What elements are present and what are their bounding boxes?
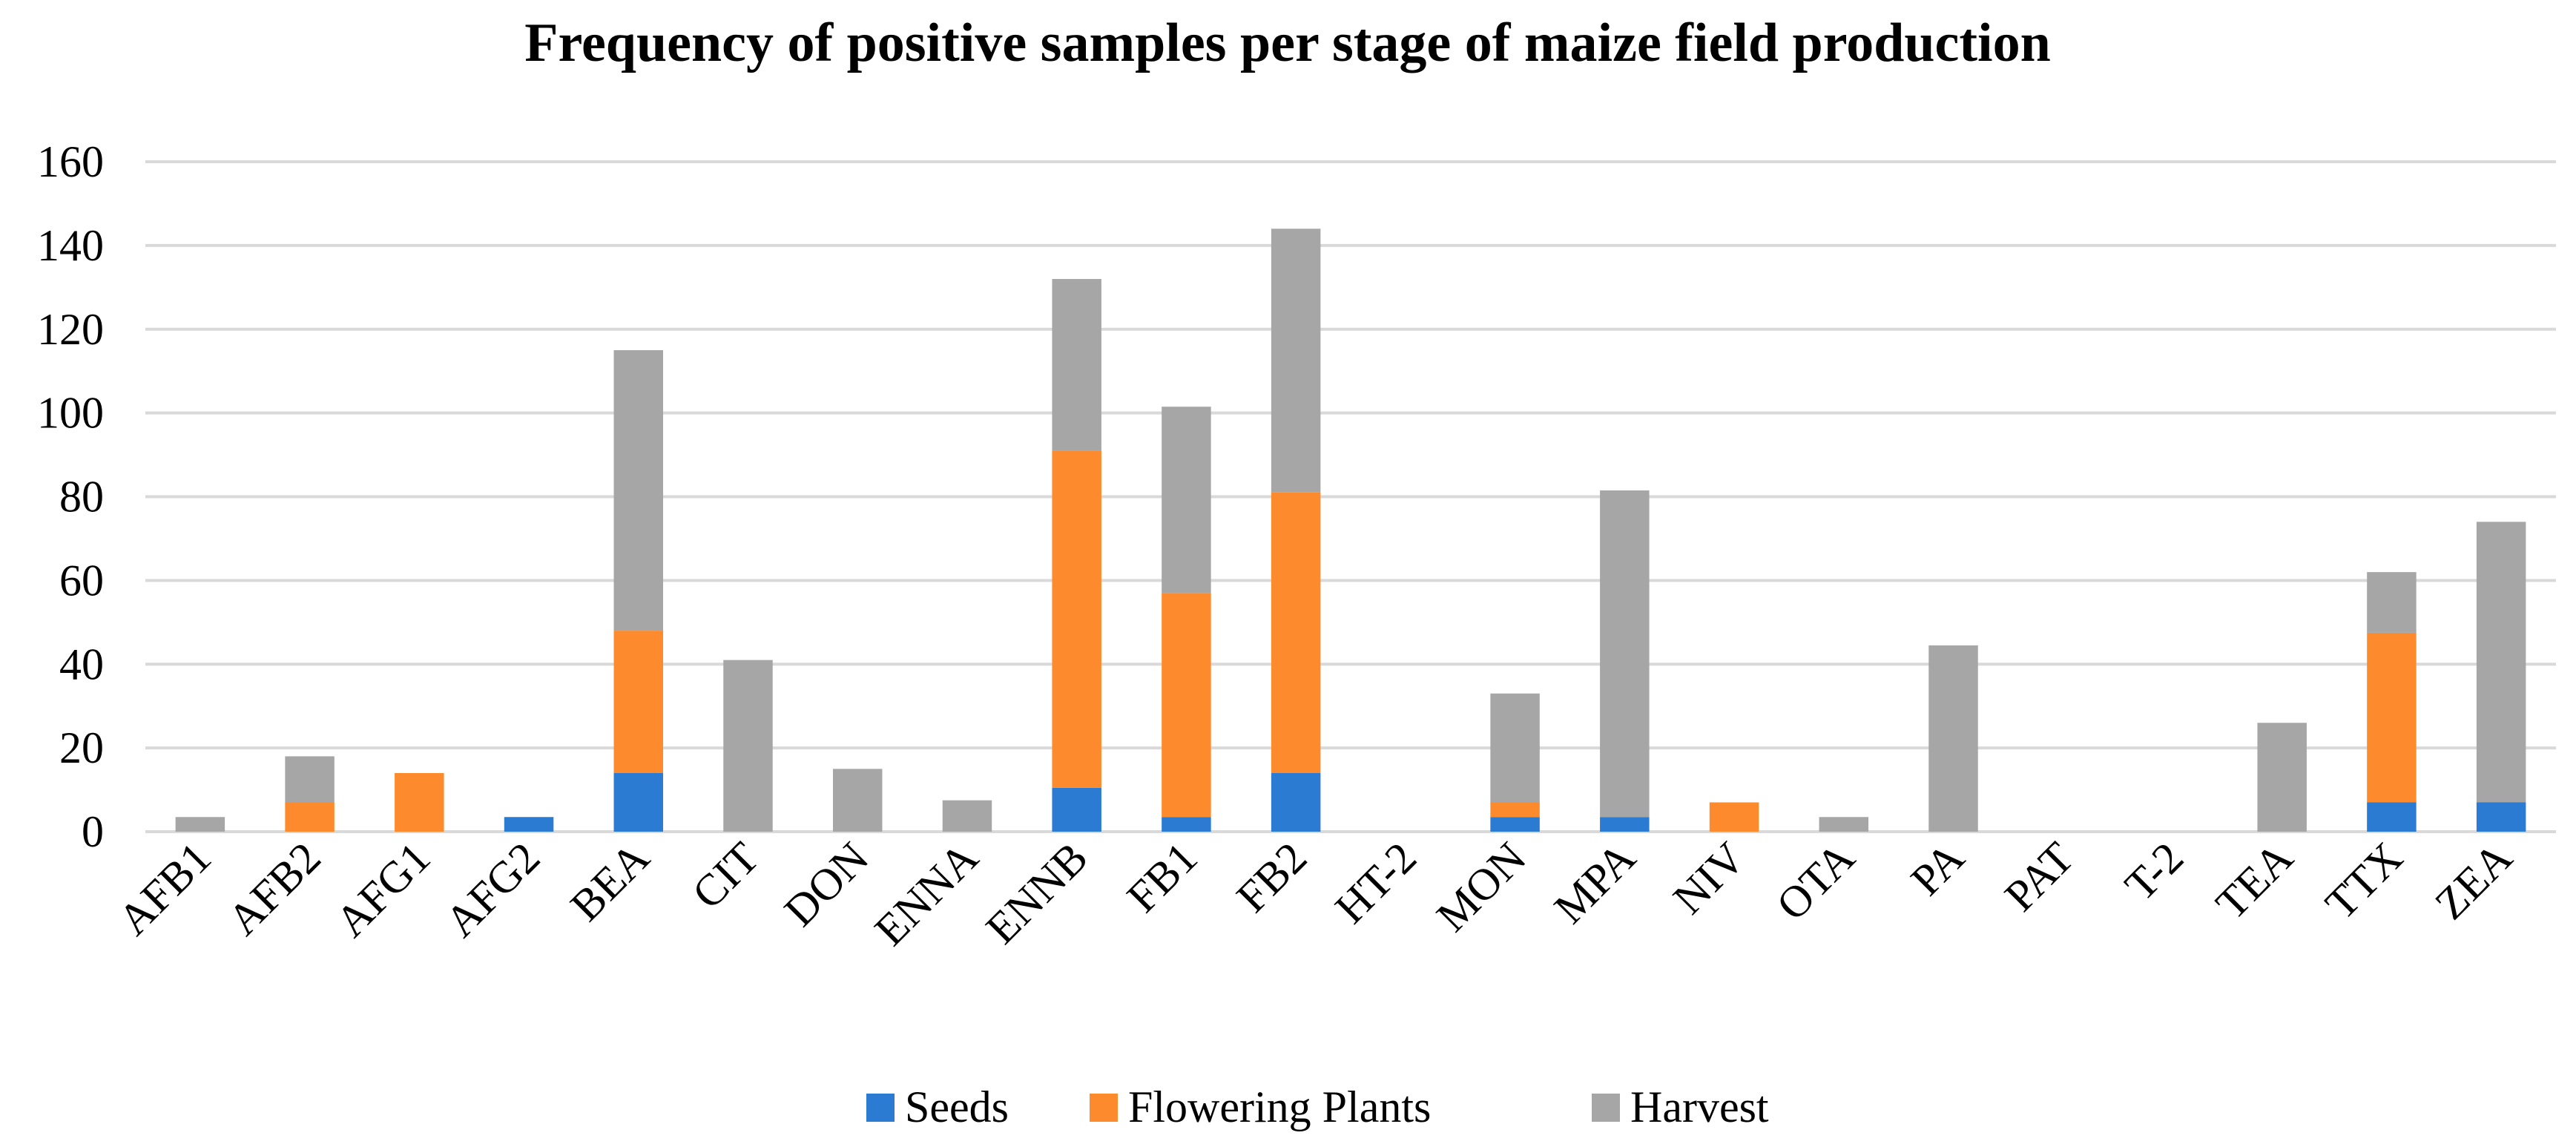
bar-fb1-harvest — [1162, 407, 1211, 594]
legend-swatch-seeds — [866, 1094, 895, 1122]
bar-mpa-seeds — [1600, 817, 1650, 832]
x-category-label: AFG2 — [435, 833, 549, 947]
bar-tea-harvest — [2257, 723, 2307, 832]
x-category-label: CIT — [683, 833, 768, 918]
y-tick-label: 60 — [59, 556, 104, 605]
x-category-label: ENNA — [866, 833, 988, 956]
y-tick-label: 80 — [59, 473, 104, 522]
bar-afb1-harvest — [175, 817, 225, 832]
bar-fb2-harvest — [1271, 229, 1321, 493]
x-category-label: MON — [1427, 833, 1535, 941]
bar-mon-seeds — [1490, 817, 1540, 832]
x-category-label: DON — [775, 833, 878, 936]
gridlines — [145, 160, 2556, 833]
x-category-label: NIV — [1664, 833, 1754, 924]
x-category-label: ZEA — [2425, 833, 2521, 929]
bar-mpa-harvest — [1600, 490, 1650, 818]
bar-niv-flowering-plants — [1709, 802, 1759, 832]
legend: Seeds Flowering Plants Harvest — [866, 1082, 1769, 1131]
x-category-label: AFG1 — [326, 833, 440, 947]
bar-ttx-seeds — [2367, 802, 2417, 832]
bar-ennb-seeds — [1052, 787, 1101, 832]
y-tick-label: 120 — [37, 305, 104, 354]
bar-mon-flowering-plants — [1490, 802, 1540, 818]
y-tick-label: 140 — [37, 221, 104, 270]
legend-label-flowering-plants: Flowering Plants — [1128, 1082, 1431, 1131]
bar-enna-harvest — [942, 800, 992, 832]
y-tick-label: 40 — [59, 640, 104, 688]
x-category-label: ENNB — [977, 833, 1097, 953]
bar-pa-harvest — [1928, 645, 1978, 832]
bar-cit-harvest — [723, 660, 773, 832]
bar-ennb-flowering-plants — [1052, 450, 1101, 788]
bar-mon-harvest — [1490, 693, 1540, 803]
legend-swatch-harvest — [1592, 1094, 1620, 1122]
bar-fb1-flowering-plants — [1162, 593, 1211, 818]
bar-fb2-seeds — [1271, 772, 1321, 832]
x-category-label: T-2 — [2115, 833, 2193, 910]
x-category-label: PA — [1902, 833, 1974, 905]
bar-bea-seeds — [613, 772, 664, 832]
x-category-label: TEA — [2207, 833, 2302, 929]
bar-zea-harvest — [2476, 522, 2526, 803]
bar-fb2-flowering-plants — [1271, 492, 1321, 773]
bar-ota-harvest — [1819, 817, 1869, 832]
x-category-label: AFB2 — [218, 833, 329, 944]
bar-ttx-harvest — [2367, 572, 2417, 633]
bar-don-harvest — [832, 769, 883, 832]
y-tick-label: 160 — [37, 137, 104, 186]
legend-label-harvest: Harvest — [1630, 1082, 1769, 1131]
x-category-label: FB1 — [1118, 833, 1207, 922]
bar-bea-flowering-plants — [613, 631, 664, 773]
x-category-label: AFB1 — [109, 833, 220, 944]
y-axis-ticks: 0 20 40 60 80 100 120 140 160 — [37, 137, 104, 856]
legend-swatch-flowering-plants — [1090, 1094, 1118, 1122]
legend-label-seeds: Seeds — [905, 1082, 1009, 1131]
bar-ttx-flowering-plants — [2367, 632, 2417, 803]
bar-afb2-flowering-plants — [285, 802, 335, 832]
bar-bea-harvest — [613, 349, 664, 631]
y-tick-label: 0 — [82, 807, 104, 856]
x-category-label: OTA — [1767, 833, 1863, 930]
y-tick-label: 20 — [59, 723, 104, 772]
x-category-label: TTX — [2316, 833, 2411, 929]
bar-afg1-flowering-plants — [395, 772, 444, 832]
bar-ennb-harvest — [1052, 279, 1101, 451]
x-category-label: FB2 — [1228, 833, 1317, 922]
x-category-label: MPA — [1545, 833, 1645, 933]
bar-afg2-seeds — [504, 817, 554, 832]
bars — [175, 229, 2526, 832]
y-tick-label: 100 — [37, 389, 104, 438]
chart-title: Frequency of positive samples per stage … — [524, 13, 2050, 73]
x-category-label: PAT — [1995, 833, 2083, 921]
bar-fb1-seeds — [1162, 817, 1211, 832]
bar-zea-seeds — [2476, 802, 2526, 832]
bar-afb2-harvest — [285, 756, 335, 803]
x-category-label: HT-2 — [1325, 833, 1426, 933]
x-category-label: BEA — [561, 833, 659, 931]
